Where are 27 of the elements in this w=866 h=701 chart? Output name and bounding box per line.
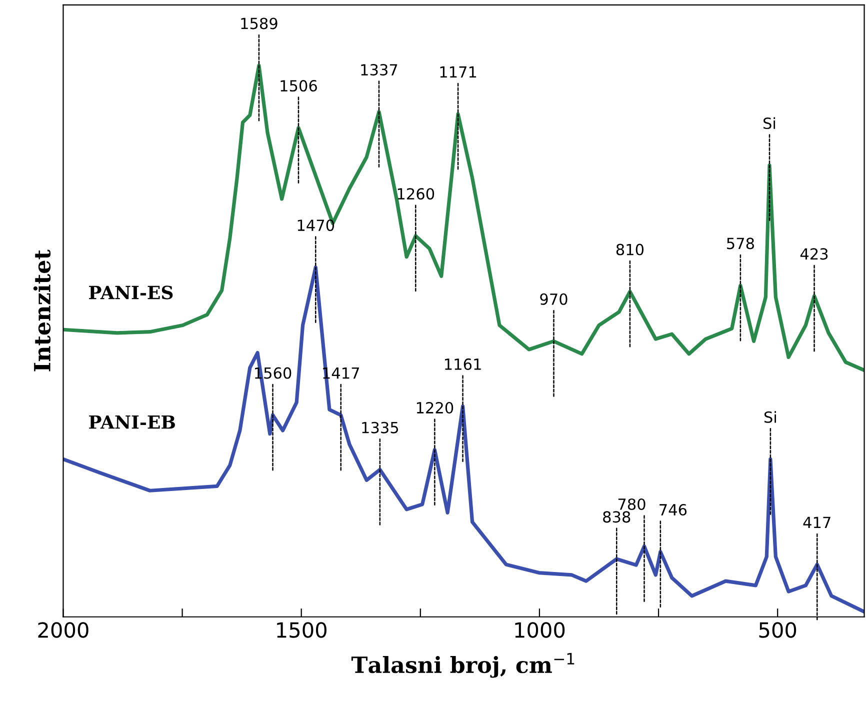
annotation: 423 — [800, 248, 828, 260]
annotation: 1337 — [361, 64, 398, 76]
annotation: 1506 — [280, 80, 317, 92]
x-tick-label: 1500 — [277, 622, 326, 638]
y-axis-title: Intenzitet — [33, 250, 51, 372]
annotation: 838 — [603, 511, 630, 523]
annotation: 970 — [540, 293, 568, 305]
annotation: 578 — [727, 238, 754, 250]
annotation: Si — [764, 117, 776, 130]
annotation: 417 — [803, 516, 830, 528]
x-tick-label: 1000 — [515, 622, 565, 638]
annotation: 780 — [618, 498, 646, 510]
annotation: Si — [764, 411, 776, 423]
annotation: 1470 — [298, 219, 334, 232]
text: PANI-EB — [89, 415, 175, 429]
annotation: 810 — [616, 244, 644, 256]
x-tick-label: 2000 — [38, 622, 88, 638]
annotation: 1161 — [445, 358, 481, 370]
series-label: PANI-ES — [89, 286, 173, 300]
x-axis-title: Talasni broj, cm$^{−1}$ — [351, 653, 574, 678]
annotation: 1260 — [398, 188, 434, 200]
annotation: 746 — [660, 504, 687, 516]
annotation: 1220 — [416, 402, 454, 414]
annotation: 1171 — [440, 66, 476, 78]
annotation: 1335 — [362, 422, 398, 434]
x-tick-label: 500 — [759, 622, 796, 638]
annotation: 1589 — [241, 18, 278, 30]
